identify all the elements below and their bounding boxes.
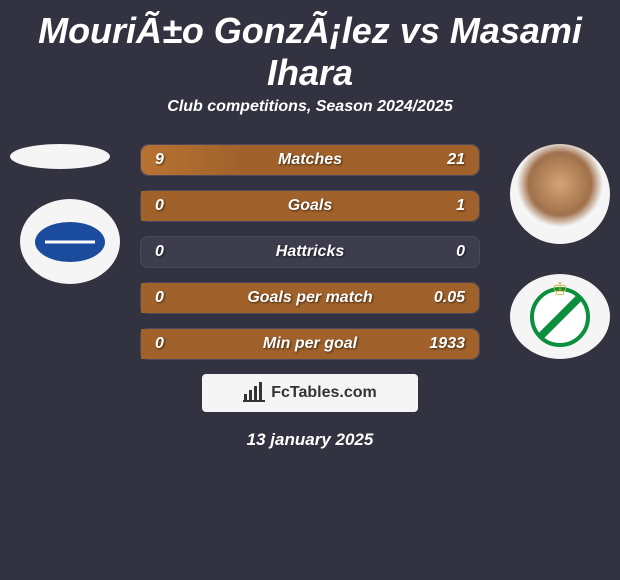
stat-label: Goals [288,197,332,215]
date-label: 13 january 2025 [10,430,610,450]
stat-label: Hattricks [276,243,344,261]
stat-value-right: 1 [456,197,465,215]
stat-row: 9 Matches 21 [140,144,480,176]
alaves-logo [35,222,105,262]
page-title: MouriÃ±o GonzÃ¡lez vs Masami Ihara [0,0,620,98]
stat-value-right: 21 [447,151,465,169]
player-left-avatar [10,144,110,169]
stat-value-left: 0 [155,335,164,353]
page-subtitle: Club competitions, Season 2024/2025 [0,98,620,116]
team-left-badge [20,199,120,284]
betis-logo [530,287,590,347]
stat-label: Matches [278,151,342,169]
stat-label: Goals per match [247,289,372,307]
stat-value-left: 0 [155,243,164,261]
stat-label: Min per goal [263,335,357,353]
team-right-badge [510,274,610,359]
stats-table: 9 Matches 21 0 Goals 1 0 Hattricks 0 0 Goals per m… [140,144,480,360]
branding-text: FcTables.com [271,384,377,402]
stat-row: 0 Goals per match 0.05 [140,282,480,314]
player-right-avatar [510,144,610,244]
stat-value-left: 9 [155,151,164,169]
stat-value-right: 0.05 [434,289,465,307]
branding-box: FcTables.com [202,374,418,412]
stat-value-left: 0 [155,197,164,215]
stat-row: 0 Goals 1 [140,190,480,222]
stat-row: 0 Min per goal 1933 [140,328,480,360]
chart-icon [243,384,265,402]
stat-value-left: 0 [155,289,164,307]
comparison-content: 9 Matches 21 0 Goals 1 0 Hattricks 0 0 Goals per m… [0,144,620,450]
stat-row: 0 Hattricks 0 [140,236,480,268]
stat-value-right: 0 [456,243,465,261]
stat-value-right: 1933 [429,335,465,353]
